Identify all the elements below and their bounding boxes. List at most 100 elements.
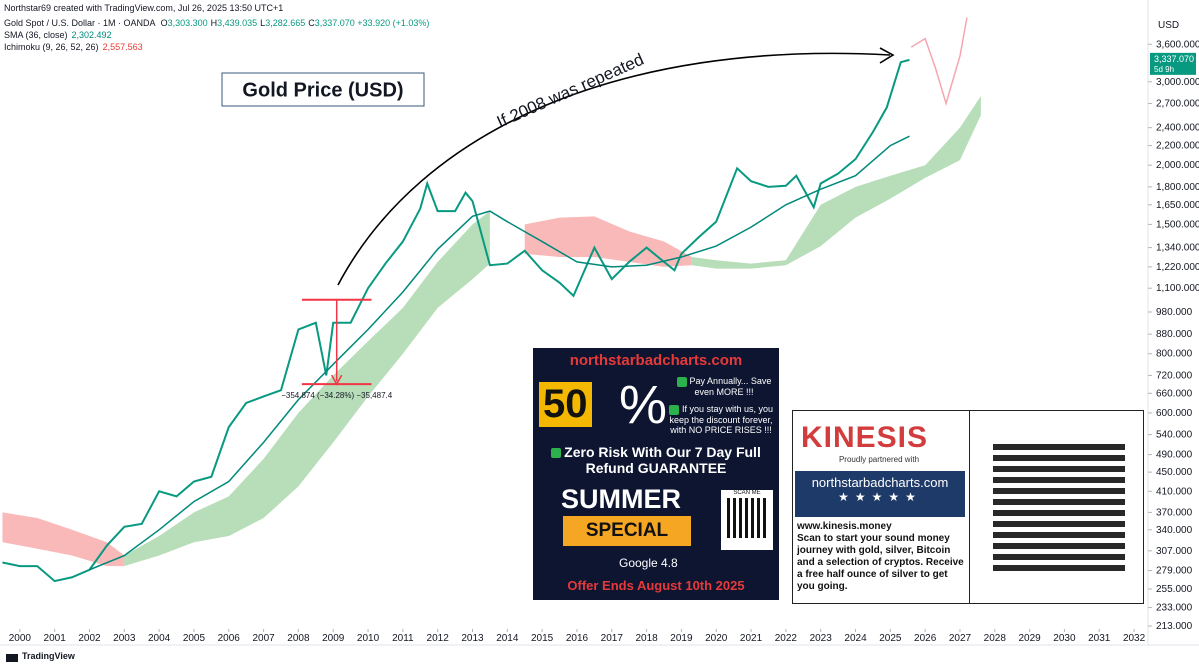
- x-tick-label: 2032: [1123, 633, 1146, 644]
- ohlc-label: L: [260, 18, 266, 28]
- y-tick-label: 370.000: [1156, 507, 1193, 518]
- x-tick-label: 2016: [566, 633, 589, 644]
- footer: TradingView: [22, 651, 76, 661]
- y-tick-label: 1,800.000: [1156, 182, 1199, 193]
- series-line: [910, 17, 968, 107]
- ad-summer: SUMMER: [561, 484, 681, 514]
- y-tick-label: 2,000.000: [1156, 160, 1199, 171]
- kinesis-banner: northstarbadcharts.com ★★★★★: [795, 471, 965, 517]
- x-tick-label: 2010: [357, 633, 380, 644]
- ad-offer: Offer Ends August 10th 2025: [567, 578, 745, 593]
- ad-google: Google 4.8: [619, 556, 678, 570]
- y-tick-label: 1,650.000: [1156, 200, 1199, 211]
- ad-percent-sign: %: [619, 375, 668, 435]
- y-tick-label: 1,100.000: [1156, 283, 1199, 294]
- ad-bullet-text: If you stay with us, you keep the discou…: [669, 404, 774, 435]
- y-tick-label: 3,600.000: [1156, 39, 1199, 50]
- indicator: Ichimoku (9, 26, 52, 26) 2,557.563: [4, 42, 143, 52]
- x-tick-label: 2025: [879, 633, 902, 644]
- symbol: Gold Spot / U.S. Dollar · 1M · OANDA: [4, 18, 156, 28]
- y-tick-label: 800.000: [1156, 349, 1193, 360]
- title-box: [221, 72, 425, 107]
- kinesis-copy: www.kinesis.money Scan to start your sou…: [797, 521, 967, 593]
- ohlc-value: 3,303.300: [167, 18, 208, 28]
- kinesis-url: www.kinesis.money: [797, 521, 892, 532]
- y-tick-label: 2,200.000: [1156, 141, 1199, 152]
- x-tick-label: 2000: [9, 633, 32, 644]
- y-tick-label: 2,700.000: [1156, 98, 1199, 109]
- ohlc-value: 3,337.070: [314, 18, 355, 28]
- x-tick-label: 2004: [148, 633, 171, 644]
- y-tick-label: 255.000: [1156, 584, 1193, 595]
- y-tick-label: 307.000: [1156, 546, 1193, 557]
- plot: −354.874 (−34.28%) −35,487.4: [2, 17, 981, 583]
- y-tick-label: 660.000: [1156, 388, 1193, 399]
- x-tick-label: 2024: [844, 633, 867, 644]
- x-tick-label: 2009: [322, 633, 345, 644]
- indicator-value: 2,557.563: [102, 42, 143, 52]
- ichimoku-cloud: [124, 211, 490, 567]
- y-tick-label: 1,220.000: [1156, 262, 1199, 273]
- price-tag-label: 3,337.070: [1154, 54, 1194, 64]
- promo-ad: northstarbadcharts.com 50 % Pay Annually…: [533, 348, 779, 600]
- ad-qr: SCAN ME: [721, 490, 773, 550]
- ichimoku-cloud: [524, 216, 692, 267]
- y-tick-label: 600.000: [1156, 408, 1193, 419]
- price-tag-countdown: 5d 9h: [1154, 65, 1174, 74]
- rating: 4.8: [661, 556, 678, 570]
- y-tick-label: 540.000: [1156, 430, 1193, 441]
- x-tick-label: 2015: [531, 633, 554, 644]
- arrow-text: If 2008 was repeated: [494, 50, 647, 132]
- kinesis-brand: KINESIS: [801, 421, 929, 454]
- y-tick-label: 279.000: [1156, 565, 1193, 576]
- kinesis-ad: KINESIS Proudly partnered with northstar…: [792, 410, 1144, 604]
- curved-arrow: [337, 52, 891, 286]
- symbol-line: Gold Spot / U.S. Dollar · 1M · OANDA O3,…: [4, 18, 429, 28]
- ad-bullet-text: Pay Annually... Save even MORE !!!: [689, 376, 772, 397]
- ad-guarantee: Zero Risk With Our 7 Day Full Refund GUA…: [543, 444, 769, 476]
- ohlc-label: O: [160, 18, 168, 28]
- ad-bullet: If you stay with us, you keep the discou…: [665, 404, 777, 435]
- arrow-head: [879, 47, 895, 64]
- x-tick-label: 2002: [78, 633, 101, 644]
- y-tick-label: 233.000: [1156, 603, 1193, 614]
- x-tick-label: 2006: [218, 633, 241, 644]
- y-tick-label: 1,500.000: [1156, 219, 1199, 230]
- kinesis-text: Scan to start your sound money journey w…: [797, 533, 964, 592]
- kinesis-site: northstarbadcharts.com: [811, 475, 949, 490]
- x-tick-label: 2008: [287, 633, 310, 644]
- x-tick-label: 2028: [984, 633, 1007, 644]
- ohlc-value: 3,282.665: [265, 18, 306, 28]
- change: +33.920 (+1.03%): [357, 18, 430, 28]
- x-tick-label: 2027: [949, 633, 972, 644]
- y-tick-label: 450.000: [1156, 467, 1193, 478]
- y-tick-label: 2,400.000: [1156, 123, 1199, 134]
- x-tick-label: 2003: [113, 633, 136, 644]
- ichimoku-cloud: [2, 512, 125, 567]
- y-tick-label: 3,000.000: [1156, 77, 1199, 88]
- ad-bullet: Pay Annually... Save even MORE !!!: [673, 376, 775, 397]
- x-tick-label: 2026: [914, 633, 937, 644]
- logo: [6, 654, 18, 662]
- chart-title: Gold Price (USD): [242, 79, 403, 101]
- x-tick-label: 2030: [1053, 633, 1076, 644]
- x-tick-label: 2012: [427, 633, 450, 644]
- y-tick-label: 213.000: [1156, 621, 1193, 632]
- x-tick-label: 2023: [810, 633, 833, 644]
- y-tick-label: 980.000: [1156, 307, 1193, 318]
- price-tag: [1150, 52, 1196, 75]
- measure-label: −354.874 (−34.28%) −35,487.4: [281, 391, 393, 400]
- ohlc-label: H: [210, 18, 218, 28]
- x-tick-label: 2013: [461, 633, 484, 644]
- x-tick-label: 2001: [44, 633, 67, 644]
- divider: [969, 411, 970, 603]
- x-tick-label: 2019: [670, 633, 693, 644]
- y-tick-label: 880.000: [1156, 329, 1193, 340]
- x-tick-label: 2022: [775, 633, 798, 644]
- ad-percent: 50: [539, 382, 592, 427]
- series-line: [2, 58, 910, 583]
- indicator-name: Ichimoku (9, 26, 52, 26): [4, 42, 99, 52]
- qr-pattern: [727, 498, 767, 538]
